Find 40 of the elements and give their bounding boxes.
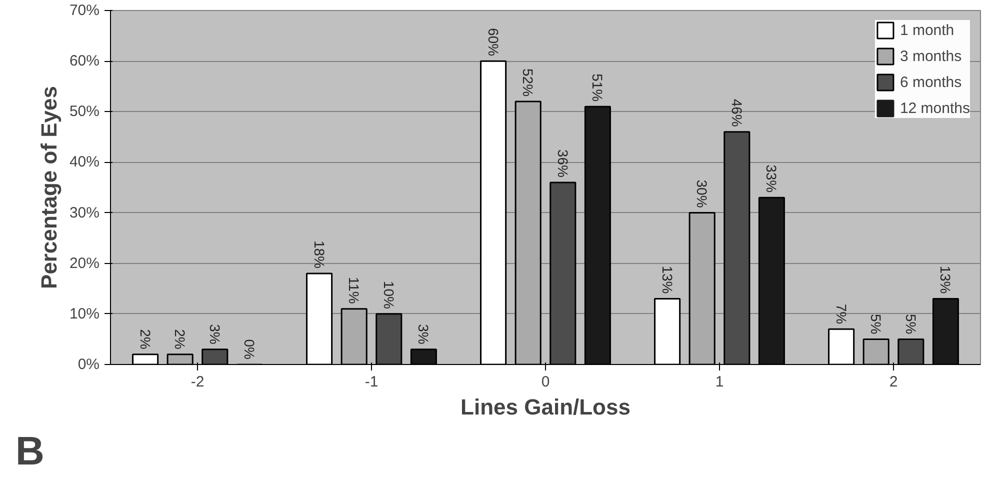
x-tick-label: -2 — [190, 374, 204, 390]
y-axis-title: Percentage of Eyes — [36, 86, 62, 289]
y-tick-label: 20% — [69, 254, 100, 272]
data-label: 13% — [938, 266, 954, 294]
data-label: 0% — [242, 339, 258, 360]
x-tick-label: 2 — [889, 374, 898, 390]
data-label: 51% — [590, 74, 606, 102]
data-label: 13% — [659, 266, 676, 294]
y-tick-label: 40% — [69, 154, 100, 171]
legend-label: 12 months — [900, 100, 970, 116]
text: B — [16, 430, 44, 474]
data-label: 5% — [868, 314, 884, 334]
y-tick-label: 0% — [78, 356, 100, 373]
legend-label: 6 months — [900, 74, 962, 90]
data-label: 18% — [311, 240, 328, 268]
y-tick-label: 10% — [69, 305, 100, 322]
data-label: 52% — [520, 68, 536, 97]
data-label: 10% — [380, 280, 397, 309]
x-tick-label: -1 — [364, 374, 378, 390]
legend-label: 3 months — [900, 48, 962, 64]
data-label: 33% — [764, 164, 780, 193]
data-label: 46% — [728, 98, 745, 127]
y-tick-label: 50% — [69, 103, 100, 120]
legend-label: 1 month — [900, 22, 954, 38]
data-label: 5% — [902, 314, 919, 334]
y-tick-label: 70% — [69, 2, 100, 19]
data-label: 30% — [694, 180, 710, 208]
data-label: 11% — [346, 276, 362, 304]
data-label: 7% — [833, 304, 850, 324]
data-label: 3% — [416, 324, 432, 344]
x-tick-label: 1 — [715, 374, 724, 390]
data-label: 36% — [554, 149, 571, 178]
y-tick-label: 30% — [69, 204, 100, 222]
data-label: 2% — [172, 329, 188, 350]
data-label: 2% — [137, 329, 154, 350]
y-tick-label: 60% — [69, 52, 100, 70]
data-label: 3% — [206, 324, 223, 344]
x-tick-label: 0 — [541, 374, 550, 390]
x-axis-title: Lines Gain/Loss — [460, 394, 630, 420]
data-label: 60% — [485, 28, 502, 56]
